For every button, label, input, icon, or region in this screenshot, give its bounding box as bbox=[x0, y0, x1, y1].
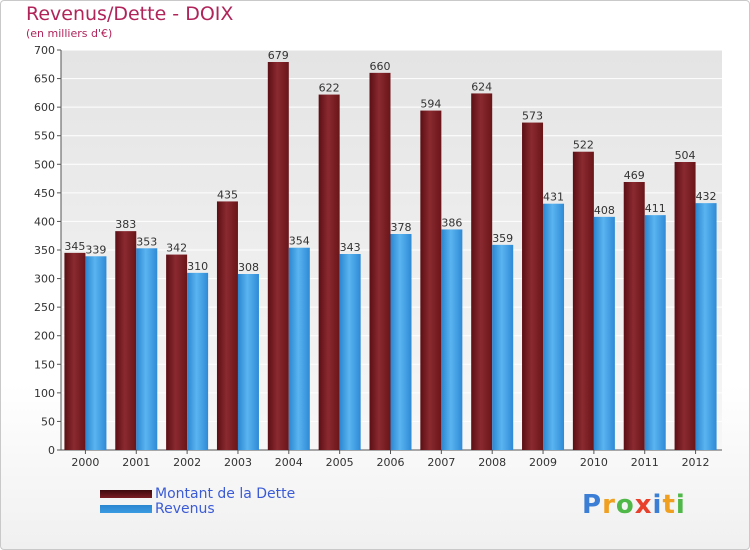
data-label-dette: 342 bbox=[166, 242, 187, 255]
logo-letter: i bbox=[652, 490, 663, 520]
data-label-dette: 383 bbox=[115, 218, 136, 231]
bar-revenus bbox=[85, 256, 107, 450]
bar-dette bbox=[369, 72, 391, 450]
data-label-revenus: 408 bbox=[594, 204, 615, 217]
x-tick-label: 2012 bbox=[682, 456, 710, 469]
data-label-revenus: 308 bbox=[238, 261, 259, 274]
chart-title: Revenus/Dette - DOIX bbox=[26, 3, 234, 25]
x-tick-label: 2004 bbox=[275, 456, 303, 469]
y-tick-label: 50 bbox=[41, 415, 55, 428]
x-tick-label: 2005 bbox=[326, 456, 354, 469]
bar-dette bbox=[267, 62, 289, 450]
data-label-revenus: 411 bbox=[645, 202, 666, 215]
bar-revenus bbox=[237, 274, 259, 450]
data-label-dette: 660 bbox=[370, 60, 391, 73]
y-tick-label: 700 bbox=[34, 44, 55, 57]
bar-revenus bbox=[492, 244, 514, 450]
y-tick-label: 400 bbox=[34, 215, 55, 228]
bar-revenus bbox=[136, 248, 158, 450]
logo-letter: i bbox=[675, 490, 686, 520]
data-label-revenus: 353 bbox=[136, 235, 157, 248]
bar-dette bbox=[64, 252, 86, 450]
data-label-dette: 594 bbox=[420, 98, 441, 111]
y-tick-label: 450 bbox=[34, 187, 55, 200]
data-label-revenus: 354 bbox=[289, 235, 310, 248]
data-label-revenus: 339 bbox=[85, 243, 106, 256]
bar-revenus bbox=[187, 272, 209, 450]
bar-dette bbox=[674, 162, 696, 450]
legend-label-dette: Montant de la Dette bbox=[155, 486, 296, 502]
y-tick-label: 550 bbox=[34, 130, 55, 143]
y-tick-label: 300 bbox=[34, 273, 55, 286]
bar-revenus bbox=[390, 234, 412, 450]
logo-letter: o bbox=[615, 490, 635, 520]
data-label-dette: 679 bbox=[268, 49, 289, 62]
x-tick-label: 2009 bbox=[529, 456, 557, 469]
bar-revenus bbox=[644, 215, 666, 450]
y-tick-label: 600 bbox=[34, 101, 55, 114]
logo-letter: t bbox=[662, 490, 676, 520]
data-label-dette: 469 bbox=[624, 169, 645, 182]
bar-revenus bbox=[593, 216, 615, 450]
x-tick-label: 2010 bbox=[580, 456, 608, 469]
y-tick-label: 500 bbox=[34, 158, 55, 171]
x-tick-label: 2007 bbox=[427, 456, 455, 469]
y-tick-label: 150 bbox=[34, 358, 55, 371]
x-tick-label: 2008 bbox=[478, 456, 506, 469]
y-tick-label: 0 bbox=[48, 444, 55, 457]
data-label-dette: 435 bbox=[217, 188, 238, 201]
bar-dette bbox=[623, 182, 645, 450]
data-label-dette: 522 bbox=[573, 139, 594, 152]
data-label-dette: 504 bbox=[675, 149, 696, 162]
logo-letter: x bbox=[634, 490, 653, 520]
data-label-dette: 624 bbox=[471, 80, 492, 93]
data-label-revenus: 310 bbox=[187, 260, 208, 273]
bar-dette bbox=[216, 201, 238, 450]
bar-dette bbox=[572, 151, 594, 450]
y-tick-label: 250 bbox=[34, 301, 55, 314]
data-label-dette: 622 bbox=[319, 82, 340, 95]
bar-dette bbox=[166, 254, 188, 450]
data-label-revenus: 378 bbox=[391, 221, 412, 234]
y-tick-label: 200 bbox=[34, 330, 55, 343]
bar-revenus bbox=[339, 254, 361, 450]
x-tick-label: 2002 bbox=[173, 456, 201, 469]
data-label-dette: 573 bbox=[522, 110, 543, 123]
bar-dette bbox=[420, 110, 442, 451]
x-tick-label: 2006 bbox=[377, 456, 405, 469]
data-label-revenus: 432 bbox=[696, 190, 717, 203]
legend-label-revenus: Revenus bbox=[155, 501, 215, 517]
bar-dette bbox=[115, 231, 137, 450]
x-tick-label: 2003 bbox=[224, 456, 252, 469]
bar-dette bbox=[471, 93, 493, 450]
bar-dette bbox=[318, 94, 340, 451]
data-label-revenus: 359 bbox=[492, 232, 513, 245]
data-label-revenus: 386 bbox=[441, 216, 462, 229]
logo-letter: r bbox=[602, 490, 616, 520]
y-tick-label: 350 bbox=[34, 244, 55, 257]
data-label-revenus: 343 bbox=[340, 241, 361, 254]
bar-revenus bbox=[695, 203, 717, 450]
x-tick-label: 2011 bbox=[631, 456, 659, 469]
x-tick-label: 2000 bbox=[71, 456, 99, 469]
data-label-revenus: 431 bbox=[543, 191, 564, 204]
bar-revenus bbox=[543, 203, 565, 450]
y-tick-label: 650 bbox=[34, 73, 55, 86]
chart-subtitle: (en milliers d'€) bbox=[26, 27, 113, 40]
proxiti-logo: Proxiti bbox=[582, 490, 686, 520]
legend-swatch-revenus bbox=[100, 505, 152, 513]
x-tick-label: 2001 bbox=[122, 456, 150, 469]
bar-dette bbox=[522, 122, 544, 451]
y-tick-label: 100 bbox=[34, 387, 55, 400]
logo-letter: P bbox=[582, 490, 603, 520]
bar-revenus bbox=[441, 229, 463, 450]
legend-swatch-dette bbox=[100, 490, 152, 498]
data-label-dette: 345 bbox=[64, 240, 85, 253]
bar-revenus bbox=[288, 247, 310, 450]
